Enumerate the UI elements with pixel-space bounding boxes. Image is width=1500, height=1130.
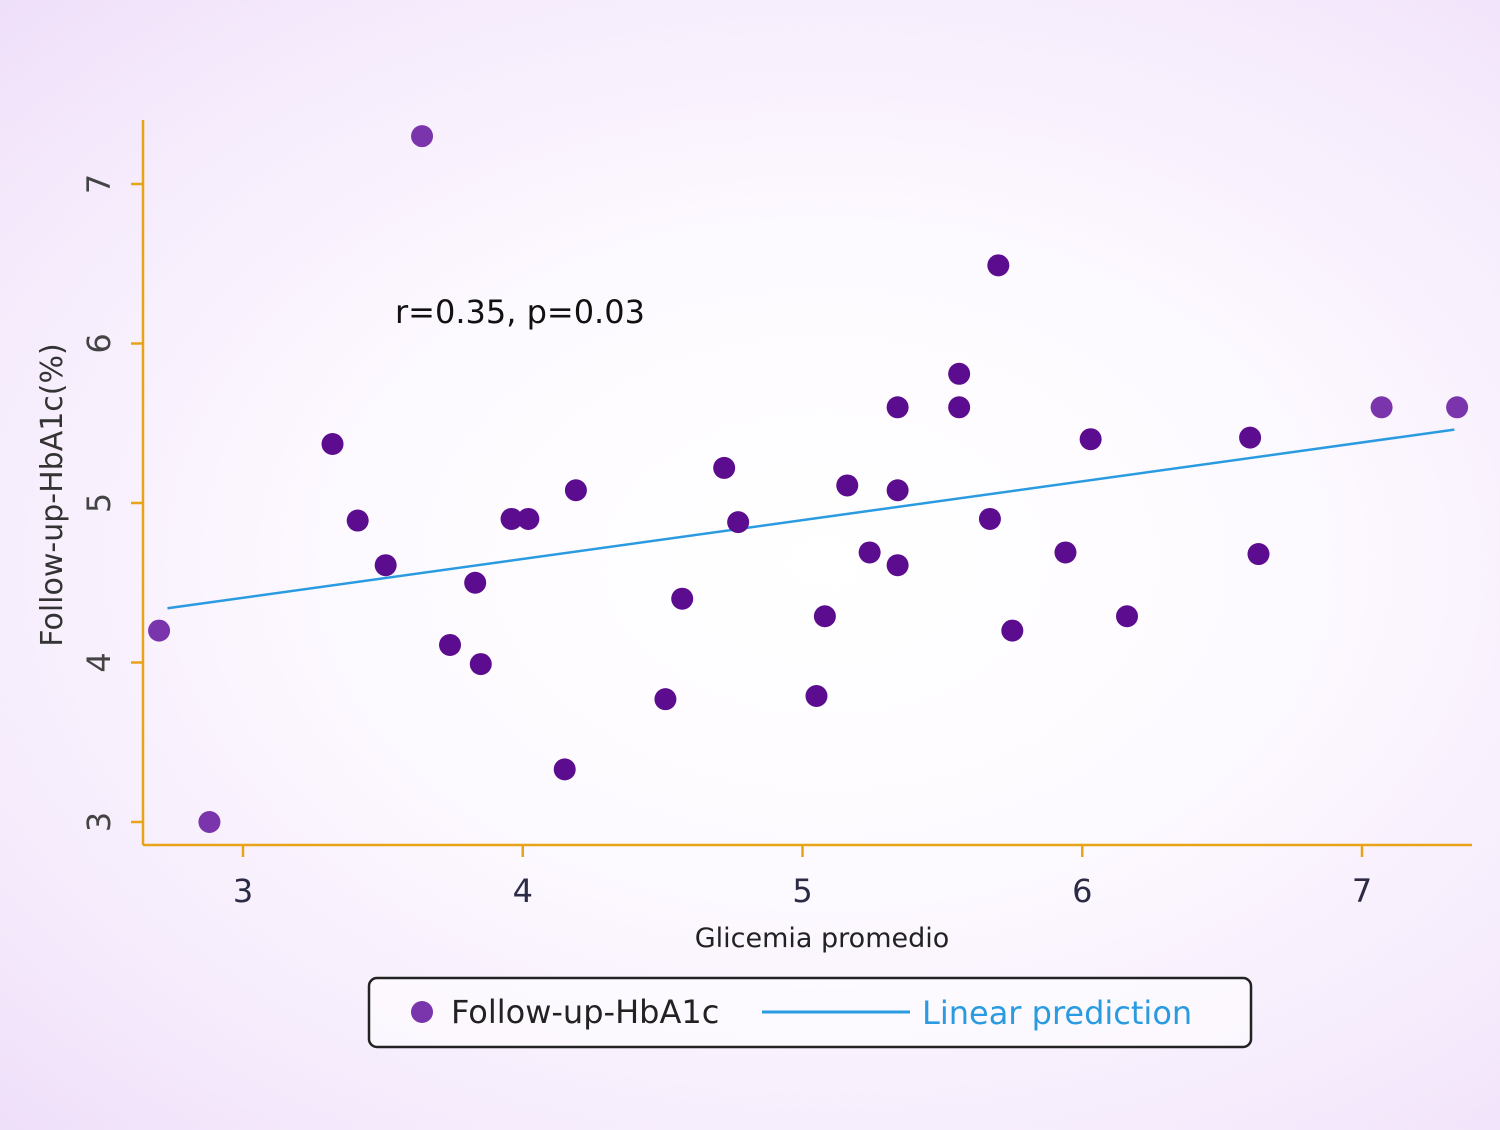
legend-marker-follow-up-hba1c <box>411 1001 433 1023</box>
data-point <box>464 571 487 594</box>
data-point <box>500 507 523 530</box>
x-axis-label: Glicemia promedio <box>695 923 950 954</box>
data-point <box>858 541 881 564</box>
x-tick-label-6: 6 <box>1072 872 1092 910</box>
data-point <box>836 474 859 497</box>
x-tick-label-5: 5 <box>792 872 812 910</box>
x-tick-label-4: 4 <box>513 872 533 910</box>
fit-line-layer <box>167 428 1455 610</box>
data-point <box>987 254 1010 277</box>
data-point <box>805 684 828 707</box>
data-point <box>886 479 909 502</box>
points-layer <box>148 125 1469 833</box>
x-tick-label-7: 7 <box>1352 872 1372 910</box>
data-point <box>1001 619 1024 642</box>
x-tick-label-3: 3 <box>233 872 253 910</box>
data-point <box>198 811 221 833</box>
data-point <box>1054 541 1077 564</box>
data-point <box>1239 426 1262 449</box>
data-point <box>727 511 750 534</box>
y-tick-label-4: 4 <box>80 652 118 672</box>
data-point <box>1247 543 1270 566</box>
data-point <box>469 653 492 676</box>
data-point <box>346 509 369 532</box>
data-point <box>553 758 576 781</box>
data-point <box>148 619 171 642</box>
correlation-annotation: r=0.35, p=0.03 <box>395 293 645 331</box>
data-point <box>813 605 836 628</box>
data-point <box>517 507 540 530</box>
data-point <box>948 396 971 419</box>
data-point <box>1079 428 1102 451</box>
data-point <box>886 396 909 419</box>
y-tick-label-5: 5 <box>80 493 118 513</box>
data-point <box>439 633 462 656</box>
y-tick-label-7: 7 <box>80 174 118 194</box>
data-point <box>321 432 344 455</box>
data-point <box>886 554 909 577</box>
data-point <box>948 362 971 385</box>
data-point <box>564 479 587 502</box>
data-point <box>411 125 434 148</box>
data-point <box>374 554 397 577</box>
data-point <box>713 456 736 479</box>
y-tick-label-6: 6 <box>80 333 118 353</box>
data-point <box>654 688 677 711</box>
legend-label-follow-up-hba1c: Follow-up-HbA1c <box>451 993 719 1031</box>
legend: Follow-up-HbA1c Linear prediction <box>367 976 1253 1049</box>
legend-label-linear-prediction: Linear prediction <box>922 994 1192 1032</box>
data-point <box>1116 605 1139 628</box>
linear-prediction-line <box>167 428 1455 610</box>
axes: 3 4 5 6 7 3 4 5 6 7 <box>80 120 1472 910</box>
data-point <box>978 507 1001 530</box>
data-point <box>1446 396 1469 419</box>
data-point <box>1370 396 1393 419</box>
y-tick-label-3: 3 <box>80 812 118 832</box>
data-point <box>671 587 694 610</box>
y-axis-label: Follow-up-HbA1c(%) <box>35 343 70 646</box>
